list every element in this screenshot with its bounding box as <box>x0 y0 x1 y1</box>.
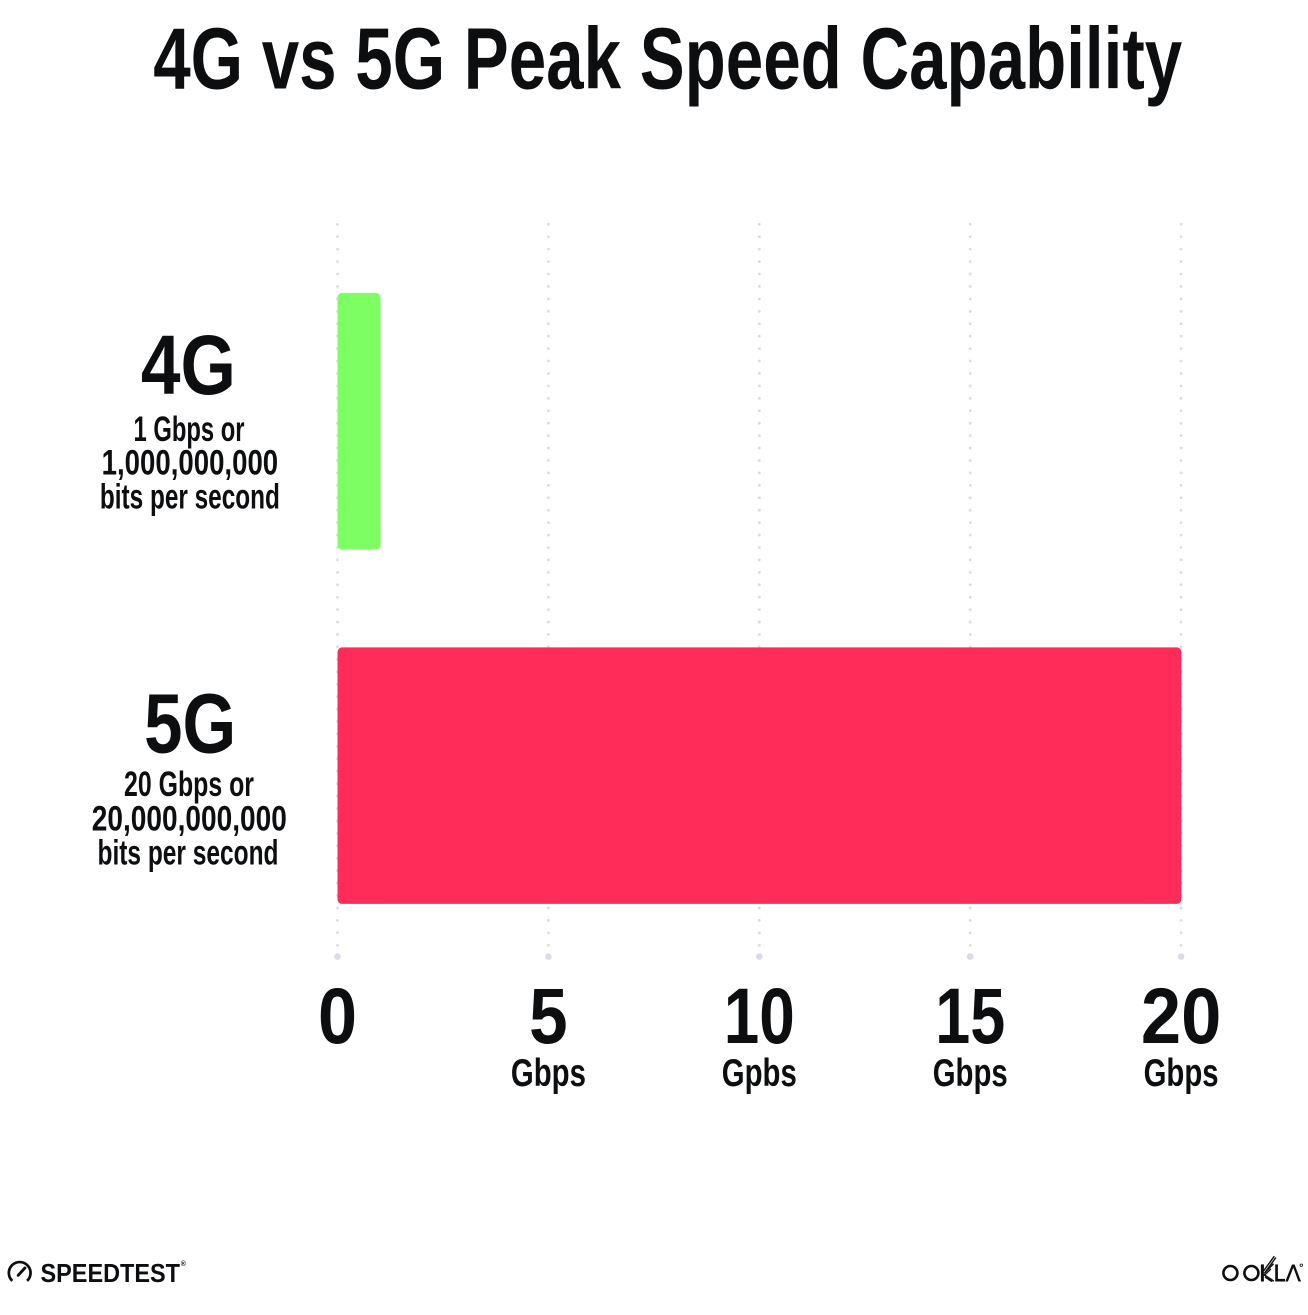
svg-text:20 Gbps or: 20 Gbps or <box>124 764 254 804</box>
svg-text:10: 10 <box>724 971 795 1060</box>
svg-text:Gbps: Gbps <box>933 1051 1008 1095</box>
svg-text:20,000,000,000: 20,000,000,000 <box>92 798 287 838</box>
svg-text:Gpbs: Gpbs <box>722 1051 797 1095</box>
svg-text:20: 20 <box>1141 971 1222 1060</box>
svg-text:Gbps: Gbps <box>1144 1051 1219 1095</box>
svg-text:Gbps: Gbps <box>511 1051 586 1095</box>
svg-text:0: 0 <box>318 971 357 1060</box>
svg-text:1 Gbps or: 1 Gbps or <box>134 409 245 449</box>
svg-text:1,000,000,000: 1,000,000,000 <box>102 443 279 483</box>
svg-text:SPEEDTEST: SPEEDTEST <box>41 1260 181 1288</box>
svg-text:bits per second: bits per second <box>98 832 279 872</box>
svg-text:bits per second: bits per second <box>100 476 280 516</box>
svg-text:15: 15 <box>935 971 1005 1060</box>
svg-text:4G: 4G <box>141 317 236 412</box>
svg-text:5G: 5G <box>144 675 236 770</box>
svg-text:®: ® <box>181 1260 187 1268</box>
svg-text:5: 5 <box>529 971 568 1060</box>
svg-text:4G vs 5G Peak Speed Capability: 4G vs 5G Peak Speed Capability <box>153 10 1182 108</box>
